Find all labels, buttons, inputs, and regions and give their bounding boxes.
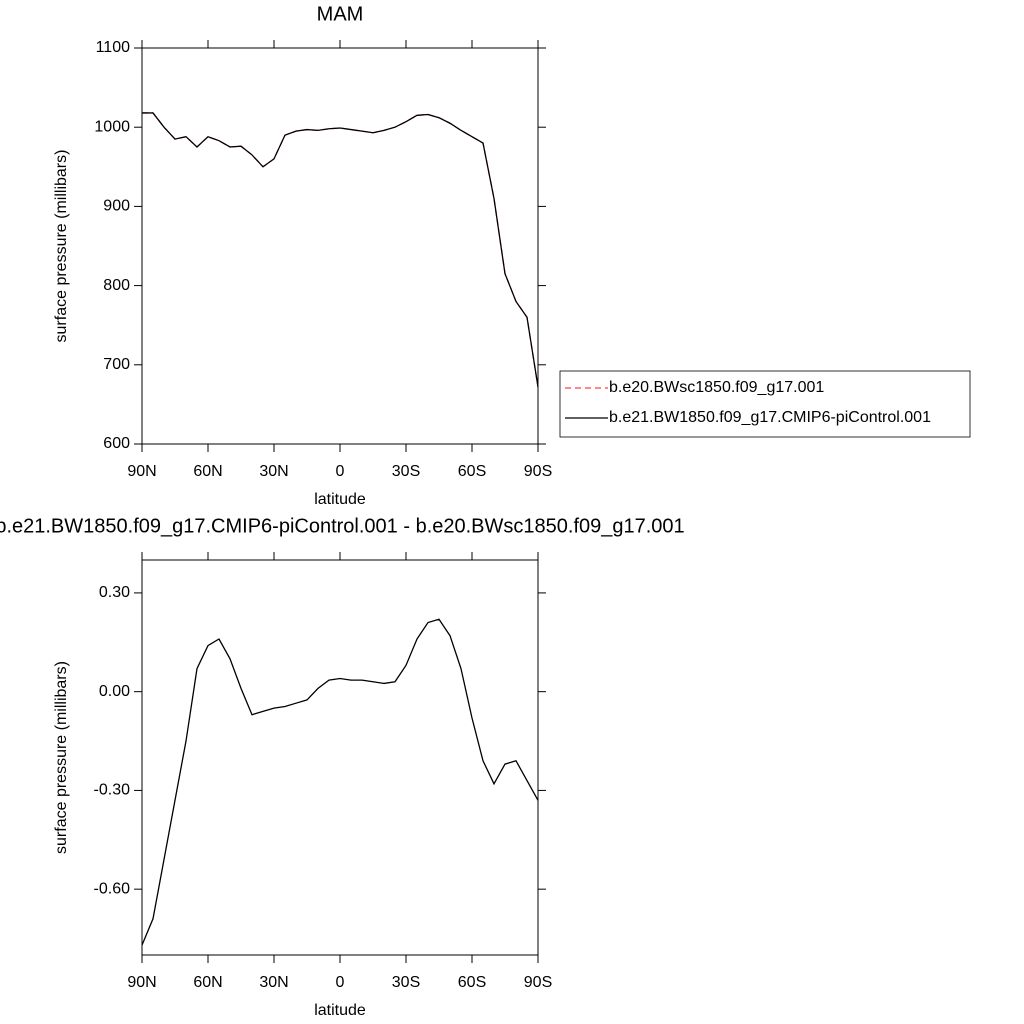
y-axis-label: surface pressure (millibars) <box>53 661 70 854</box>
x-tick-label: 30S <box>392 974 420 991</box>
legend-label: b.e21.BW1850.f09_g17.CMIP6-piControl.001 <box>609 409 931 426</box>
y-tick-label: 800 <box>103 277 130 294</box>
legend-box <box>559 370 971 438</box>
chart-title: MAM <box>317 3 364 25</box>
x-tick-label: 90N <box>127 463 156 480</box>
y-tick-label: 900 <box>103 198 130 215</box>
y-axis-label: surface pressure (millibars) <box>53 150 70 343</box>
data-line <box>142 112 539 388</box>
plot-frame <box>141 47 539 445</box>
x-tick-label: 30N <box>259 463 288 480</box>
y-tick-label: 1000 <box>94 118 130 135</box>
x-tick-label: 90S <box>524 974 552 991</box>
x-tick-label: 90N <box>127 974 156 991</box>
x-tick-label: 30N <box>259 974 288 991</box>
y-tick-label: 600 <box>103 435 130 452</box>
x-tick-label: 0 <box>336 463 345 480</box>
x-tick-label: 60N <box>193 974 222 991</box>
x-tick-label: 60S <box>458 463 486 480</box>
y-tick-label: 0.30 <box>99 584 130 601</box>
data-line <box>141 618 539 946</box>
plot-frame <box>141 559 539 956</box>
data-line <box>142 112 539 388</box>
x-tick-label: 90S <box>524 463 552 480</box>
y-tick-label: -0.60 <box>94 880 131 897</box>
x-tick-label: 60S <box>458 974 486 991</box>
y-tick-label: 700 <box>103 356 130 373</box>
legend-label: b.e20.BWsc1850.f09_g17.001 <box>609 379 824 396</box>
x-tick-label: 0 <box>336 974 345 991</box>
x-axis-label: latitude <box>314 1002 366 1019</box>
y-tick-label: 1100 <box>96 39 131 56</box>
x-axis-label: latitude <box>314 491 366 508</box>
x-tick-label: 60N <box>193 463 222 480</box>
y-tick-label: 0.00 <box>99 683 130 700</box>
chart-title: b.e21.BW1850.f09_g17.CMIP6-piControl.001… <box>0 515 685 537</box>
x-tick-label: 30S <box>392 463 420 480</box>
y-tick-label: -0.30 <box>94 782 131 799</box>
